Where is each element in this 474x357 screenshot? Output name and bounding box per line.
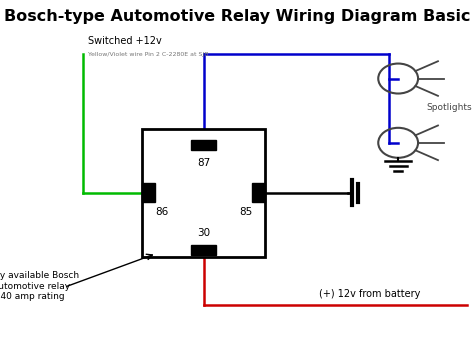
Text: 86: 86 — [155, 207, 169, 217]
Text: (+) 12v from battery: (+) 12v from battery — [319, 289, 420, 299]
Text: 85: 85 — [239, 207, 252, 217]
Text: Switched +12v: Switched +12v — [88, 36, 162, 46]
Bar — [252, 183, 265, 202]
Text: 87: 87 — [197, 158, 210, 168]
Text: Spotlights: Spotlights — [427, 102, 472, 112]
Bar — [191, 245, 216, 255]
Text: commonly available Bosch
style automotive relay
30 or 40 amp rating: commonly available Bosch style automotiv… — [0, 271, 80, 301]
Text: Bosch-type Automotive Relay Wiring Diagram Basic: Bosch-type Automotive Relay Wiring Diagr… — [4, 9, 470, 24]
Text: Yellow/Violet wire Pin 2 C-2280E at SJB: Yellow/Violet wire Pin 2 C-2280E at SJB — [88, 52, 208, 57]
Text: 30: 30 — [197, 228, 210, 238]
Bar — [191, 140, 216, 150]
Bar — [142, 129, 265, 257]
Bar — [142, 183, 155, 202]
